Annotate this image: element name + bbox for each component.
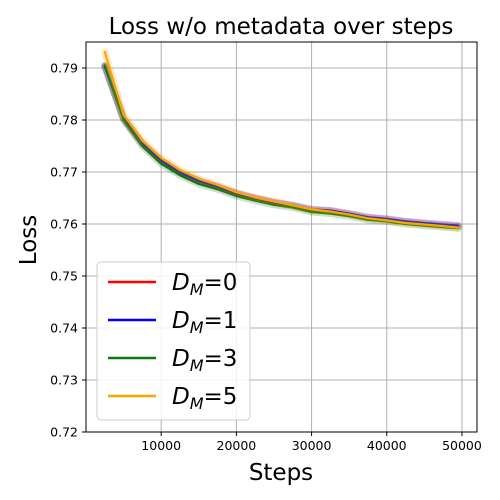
legend-subscript: M bbox=[190, 280, 204, 299]
legend-symbol: D bbox=[172, 346, 190, 372]
series-layer bbox=[101, 48, 462, 232]
y-tick-label: 0.72 bbox=[50, 425, 78, 440]
legend-label: DM=1 bbox=[172, 308, 237, 337]
legend-symbol: D bbox=[172, 384, 190, 410]
data-point bbox=[442, 225, 445, 228]
data-point bbox=[160, 157, 163, 159]
y-tick-label: 0.73 bbox=[50, 373, 78, 388]
y-axis-label: Loss bbox=[16, 215, 42, 265]
data-point bbox=[291, 206, 294, 209]
data-point bbox=[348, 213, 351, 216]
data-point bbox=[197, 177, 200, 180]
x-tick-label: 10000 bbox=[141, 438, 181, 453]
legend-box bbox=[96, 261, 251, 421]
data-point bbox=[423, 223, 426, 226]
x-tick-label: 50000 bbox=[442, 438, 482, 453]
legend-subscript: M bbox=[190, 394, 204, 413]
data-point bbox=[197, 183, 200, 185]
legend-value: =5 bbox=[204, 384, 238, 410]
x-tick-label: 30000 bbox=[292, 438, 332, 453]
series-line bbox=[103, 50, 460, 229]
data-point bbox=[103, 64, 106, 67]
y-axis: 0.72 0.73 0.74 0.75 0.76 0.77 0.78 0.79 bbox=[50, 61, 86, 440]
data-point bbox=[179, 171, 181, 174]
data-point bbox=[179, 169, 181, 171]
data-point bbox=[367, 217, 369, 220]
data-point bbox=[310, 211, 313, 213]
data-point bbox=[122, 119, 125, 121]
y-tick-label: 0.77 bbox=[50, 165, 78, 180]
data-point bbox=[254, 196, 257, 199]
legend-label: DM=5 bbox=[172, 384, 237, 413]
legend-symbol: D bbox=[172, 270, 190, 296]
data-point bbox=[141, 145, 144, 147]
legend-entry: DM=3 bbox=[108, 346, 237, 375]
data-point bbox=[197, 179, 200, 182]
legend: DM=0DM=1DM=3DM=5 bbox=[96, 261, 251, 421]
data-point bbox=[385, 219, 388, 222]
data-point bbox=[235, 195, 238, 197]
data-point bbox=[329, 210, 332, 213]
y-tick-label: 0.78 bbox=[50, 113, 78, 128]
data-point bbox=[103, 51, 106, 53]
data-point bbox=[179, 174, 181, 177]
data-point bbox=[310, 208, 313, 211]
data-point bbox=[291, 204, 294, 207]
y-tick-label: 0.75 bbox=[50, 269, 78, 284]
chart-title: Loss w/o metadata over steps bbox=[109, 14, 454, 40]
data-point bbox=[273, 200, 275, 203]
data-point bbox=[404, 222, 407, 224]
data-point bbox=[122, 113, 125, 116]
data-point bbox=[141, 139, 144, 142]
legend-label: DM=3 bbox=[172, 346, 237, 375]
plot-frame bbox=[85, 41, 478, 433]
data-point bbox=[160, 159, 163, 162]
data-point bbox=[457, 224, 460, 227]
y-tick-label: 0.74 bbox=[50, 321, 78, 336]
y-tick-label: 0.76 bbox=[50, 217, 78, 232]
legend-value: =3 bbox=[204, 346, 238, 372]
data-point bbox=[254, 199, 257, 202]
legend-value: =0 bbox=[204, 270, 238, 296]
legend-entry: DM=5 bbox=[108, 384, 237, 413]
x-tick-label: 40000 bbox=[367, 438, 407, 453]
x-axis-label: Steps bbox=[249, 460, 313, 486]
data-point bbox=[216, 188, 219, 191]
data-point bbox=[273, 203, 275, 206]
data-point bbox=[329, 212, 332, 215]
data-point bbox=[160, 162, 163, 165]
series-band bbox=[101, 48, 462, 232]
legend-subscript: M bbox=[190, 318, 204, 337]
y-tick-label: 0.79 bbox=[50, 61, 78, 76]
legend-label: DM=0 bbox=[172, 270, 237, 299]
legend-symbol: D bbox=[172, 308, 190, 334]
legend-entry: DM=0 bbox=[108, 270, 237, 299]
data-point bbox=[216, 184, 219, 186]
x-tick-label: 20000 bbox=[217, 438, 257, 453]
data-point bbox=[442, 223, 445, 226]
data-point bbox=[235, 191, 238, 194]
x-axis: 10000 20000 30000 40000 50000 bbox=[141, 432, 482, 453]
legend-value: =1 bbox=[204, 308, 238, 334]
legend-subscript: M bbox=[190, 356, 204, 375]
legend-entry: DM=1 bbox=[108, 308, 237, 337]
data-point bbox=[457, 226, 460, 229]
